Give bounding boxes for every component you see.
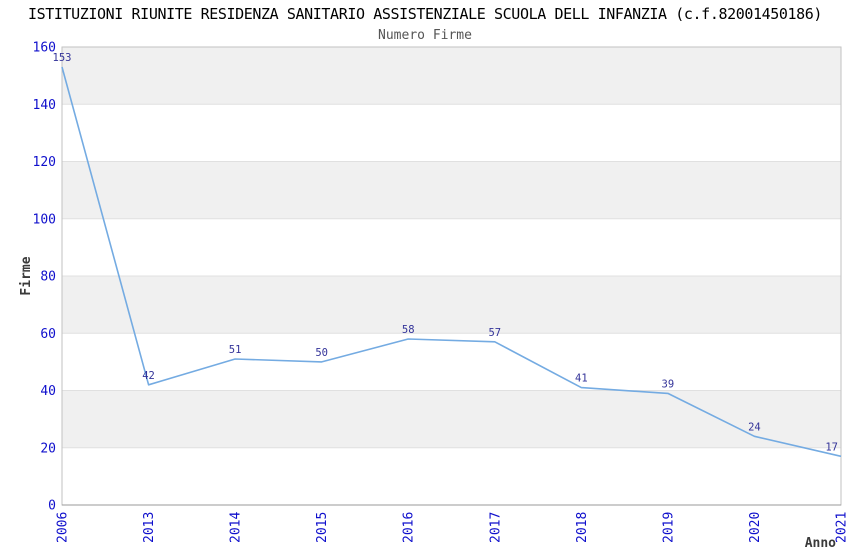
data-point-label: 50: [315, 347, 328, 359]
y-tick-label: 100: [33, 212, 56, 227]
y-tick-label: 60: [40, 327, 56, 342]
chart-subtitle: Numero Firme: [378, 28, 472, 43]
x-tick-label: 2015: [315, 512, 330, 543]
grid-band: [62, 390, 841, 448]
data-point-label: 17: [825, 441, 838, 453]
data-point-label: 57: [488, 327, 501, 339]
x-tick-label: 2017: [488, 512, 503, 543]
y-tick-label: 0: [48, 499, 56, 514]
data-point-label: 39: [662, 378, 675, 390]
data-point-label: 41: [575, 373, 588, 385]
data-point-label: 42: [142, 370, 155, 382]
x-tick-label: 2019: [661, 512, 676, 543]
y-tick-label: 80: [40, 270, 56, 285]
grid-band: [62, 47, 841, 105]
grid-band: [62, 161, 841, 219]
data-point-label: 24: [748, 421, 761, 433]
grid-band: [62, 276, 841, 334]
y-tick-label: 120: [33, 155, 56, 170]
x-tick-label: 2014: [229, 512, 244, 543]
y-axis-title: Firme: [19, 256, 34, 295]
x-tick-label: 2021: [835, 512, 850, 543]
x-tick-label: 2016: [402, 512, 417, 543]
data-point-label: 58: [402, 324, 415, 336]
x-tick-label: 2020: [748, 512, 763, 543]
y-tick-label: 40: [40, 384, 56, 399]
chart-title: ISTITUZIONI RIUNITE RESIDENZA SANITARIO …: [27, 5, 823, 23]
y-tick-label: 140: [33, 98, 56, 113]
data-line: [61, 66, 842, 458]
y-tick-label: 160: [33, 41, 56, 56]
x-tick-label: 2018: [575, 512, 590, 543]
data-point-label: 51: [229, 344, 242, 356]
x-tick-label: 2006: [56, 512, 71, 543]
data-point-label: 153: [53, 52, 72, 64]
x-axis-title: Anno: [805, 536, 836, 550]
x-tick-label: 2013: [142, 512, 157, 543]
y-tick-label: 20: [40, 441, 56, 456]
